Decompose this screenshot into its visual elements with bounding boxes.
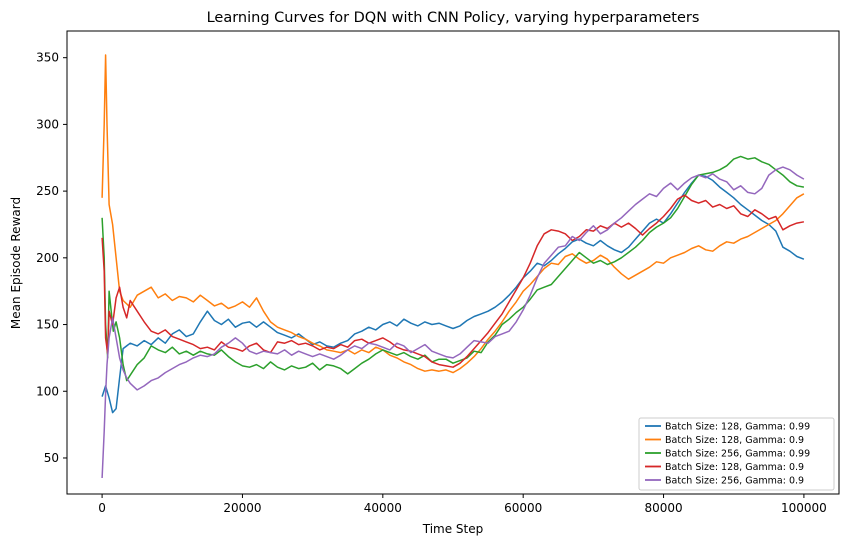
y-tick-label: 350 bbox=[36, 51, 59, 65]
y-tick-label: 50 bbox=[44, 451, 59, 465]
legend-label-3: Batch Size: 256, Gamma: 0.99 bbox=[665, 449, 810, 460]
y-axis-ticks: 50 100 150 200 250 300 350 bbox=[36, 51, 67, 465]
x-tick-label: 40000 bbox=[364, 501, 402, 515]
y-tick-label: 150 bbox=[36, 318, 59, 332]
series-line-1 bbox=[101, 174, 805, 414]
legend-box bbox=[638, 417, 835, 491]
legend-label-5: Batch Size: 256, Gamma: 0.9 bbox=[665, 476, 804, 487]
x-tick-label: 100000 bbox=[781, 501, 827, 515]
x-tick-label: 80000 bbox=[644, 501, 682, 515]
series-line-4 bbox=[101, 194, 805, 368]
x-tick-label: 60000 bbox=[504, 501, 542, 515]
y-tick-label: 100 bbox=[36, 384, 59, 398]
legend-label-2: Batch Size: 128, Gamma: 0.9 bbox=[665, 435, 804, 446]
plot-frame bbox=[66, 30, 840, 495]
y-tick-label: 300 bbox=[36, 117, 59, 131]
legend-label-4: Batch Size: 128, Gamma: 0.9 bbox=[665, 462, 804, 473]
x-tick-label: 0 bbox=[98, 501, 106, 515]
x-tick-label: 20000 bbox=[223, 501, 261, 515]
y-axis-label: Mean Episode Reward bbox=[9, 197, 23, 329]
x-axis-label: Time Step bbox=[422, 522, 484, 536]
chart-title: Learning Curves for DQN with CNN Policy,… bbox=[207, 10, 700, 26]
x-axis-ticks: 0 20000 40000 60000 80000 100000 bbox=[98, 494, 827, 515]
series-line-2 bbox=[101, 54, 805, 374]
y-tick-label: 200 bbox=[36, 251, 59, 265]
legend-label-1: Batch Size: 128, Gamma: 0.99 bbox=[665, 422, 810, 433]
y-tick-label: 250 bbox=[36, 184, 59, 198]
legend: Batch Size: 128, Gamma: 0.99 Batch Size: … bbox=[638, 417, 835, 491]
plot-lines bbox=[101, 54, 805, 479]
series-line-5 bbox=[101, 166, 805, 479]
